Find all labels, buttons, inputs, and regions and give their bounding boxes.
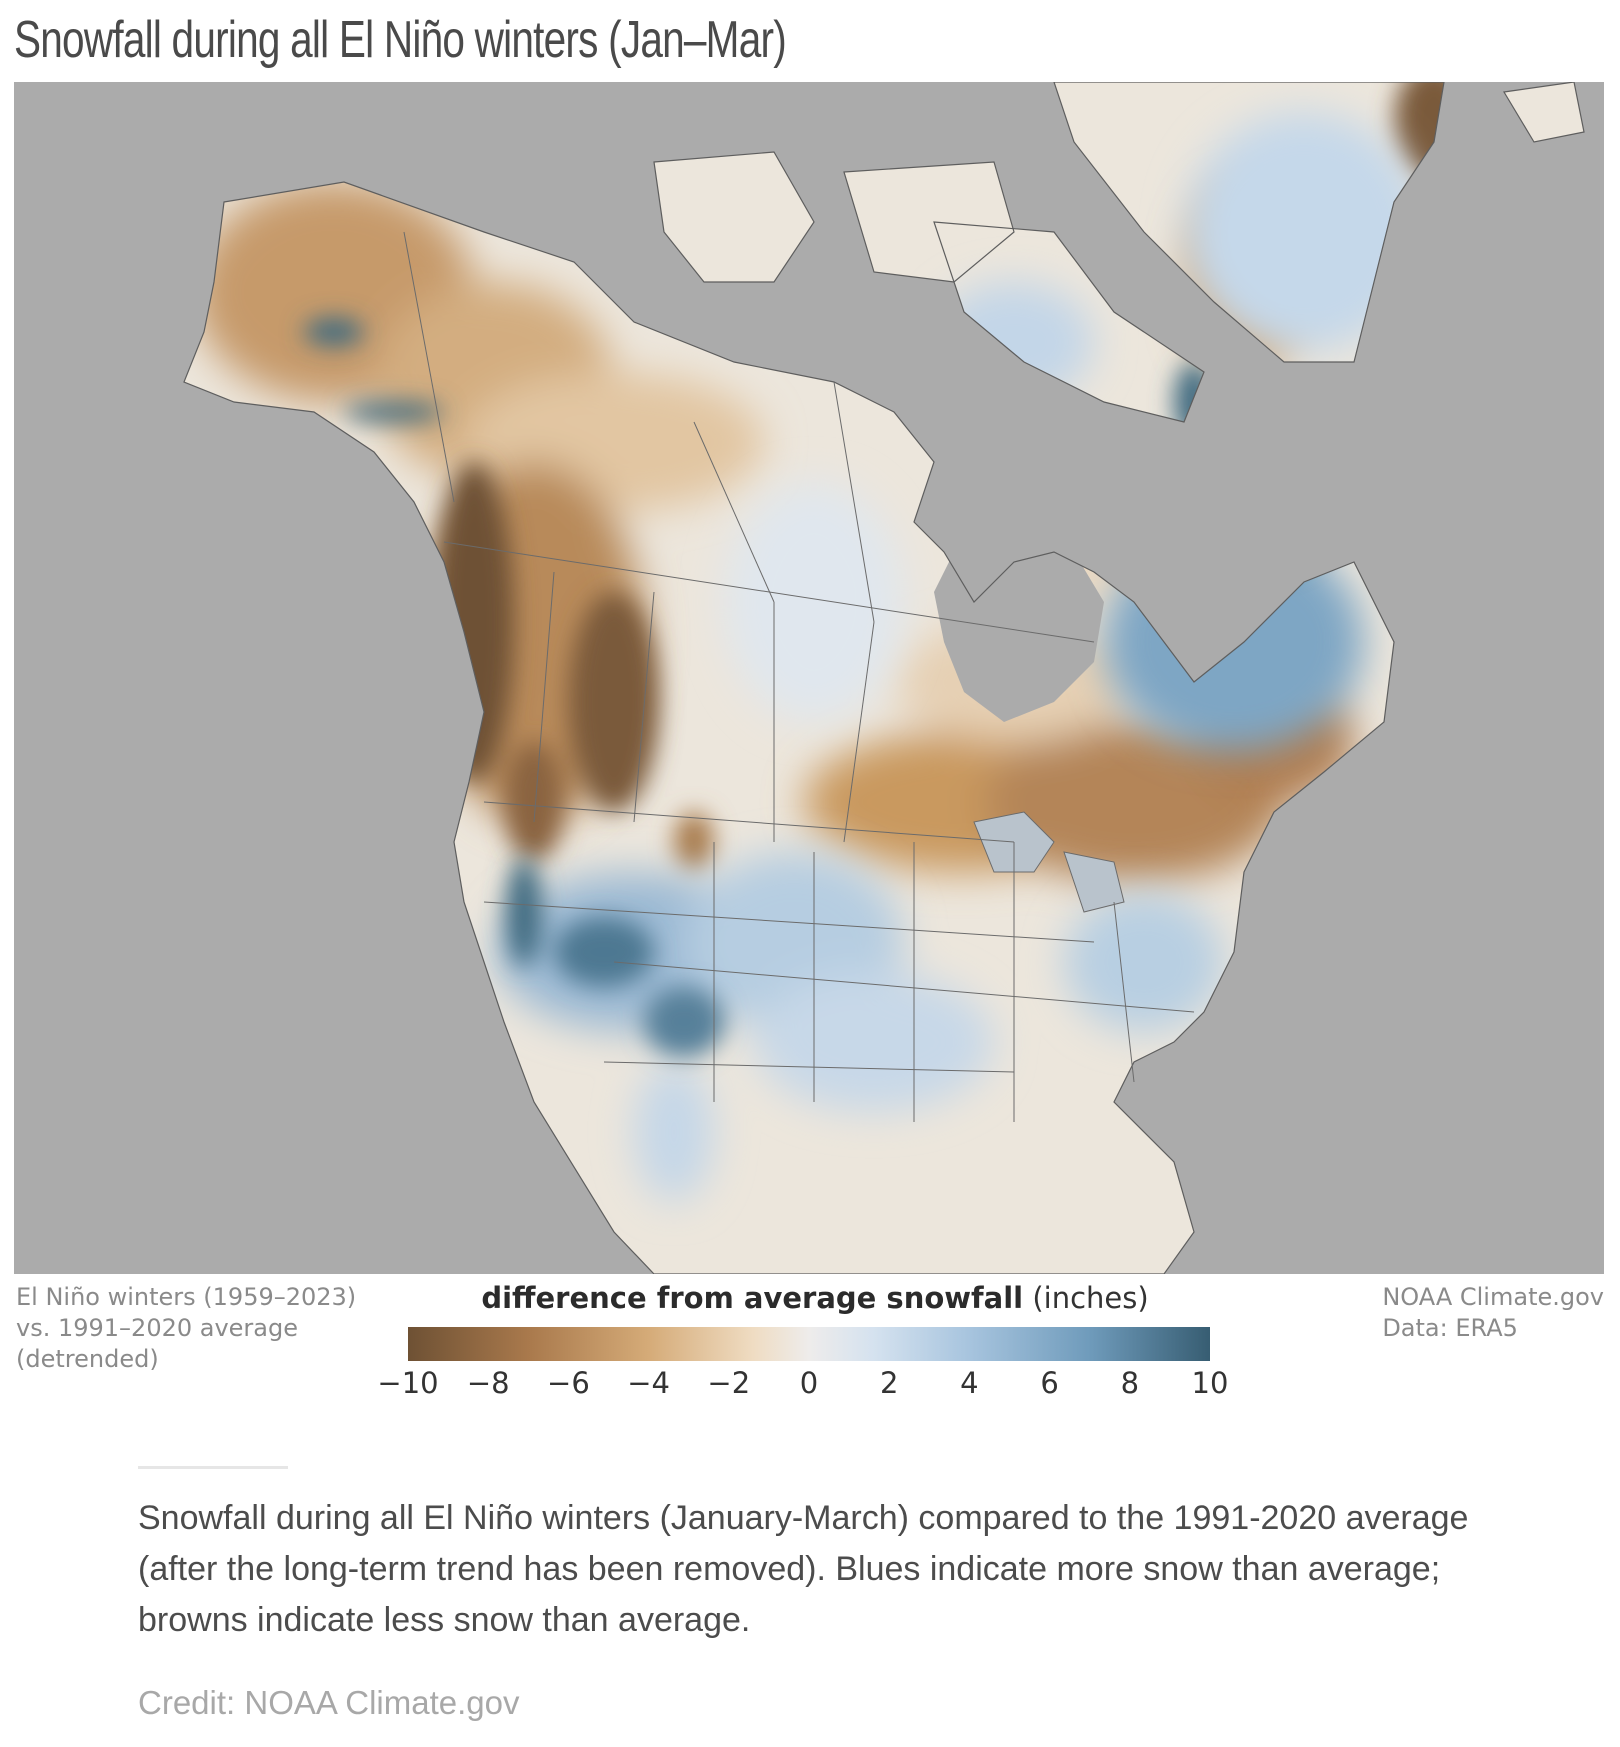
legend-title: difference from average snowfall (inches… (400, 1281, 1230, 1315)
legend-period-line-2: vs. 1991–2020 average (16, 1314, 298, 1342)
map-title: Snowfall during all El Niño winters (Jan… (14, 11, 787, 69)
legend-tick-label: 6 (1040, 1366, 1059, 1400)
legend-title-bold: difference from average snowfall (481, 1281, 1024, 1315)
legend-tick-label: 2 (879, 1366, 899, 1400)
source-line-2: Data: ERA5 (1382, 1314, 1518, 1342)
map-graphic (183, 82, 1585, 1274)
caption-divider (138, 1466, 288, 1469)
legend-tick-labels: −10 −8 −6 −4 −2 0 2 4 6 8 10 (377, 1366, 1228, 1406)
figure-caption: Snowfall during all El Niño winters (Jan… (138, 1499, 1469, 1639)
figure-credit: Credit: NOAA Climate.gov (138, 1684, 520, 1721)
legend-period-line-3: (detrended) (16, 1345, 159, 1373)
legend-tick-label: 10 (1191, 1366, 1229, 1400)
legend-title-unit: (inches) (1032, 1281, 1149, 1315)
legend-tick-label: −4 (627, 1366, 670, 1400)
source-line-1: NOAA Climate.gov (1382, 1283, 1604, 1311)
legend-color-bar (408, 1327, 1210, 1361)
snowfall-anomaly-map (14, 82, 1604, 1274)
legend-tick-label: 0 (799, 1366, 819, 1400)
legend-tick-label: −6 (547, 1366, 590, 1400)
legend-tick-label: −2 (707, 1366, 751, 1400)
legend-tick-label: −10 (377, 1366, 439, 1400)
legend-source: NOAA Climate.gov Data: ERA5 (1382, 1282, 1604, 1344)
legend-period-note: El Niño winters (1959–2023) vs. 1991–202… (16, 1282, 356, 1375)
legend-tick-label: 4 (960, 1366, 979, 1400)
legend-tick-label: −8 (466, 1366, 510, 1400)
legend-period-line-1: El Niño winters (1959–2023) (16, 1283, 357, 1311)
legend-tick-label: 8 (1120, 1366, 1140, 1400)
